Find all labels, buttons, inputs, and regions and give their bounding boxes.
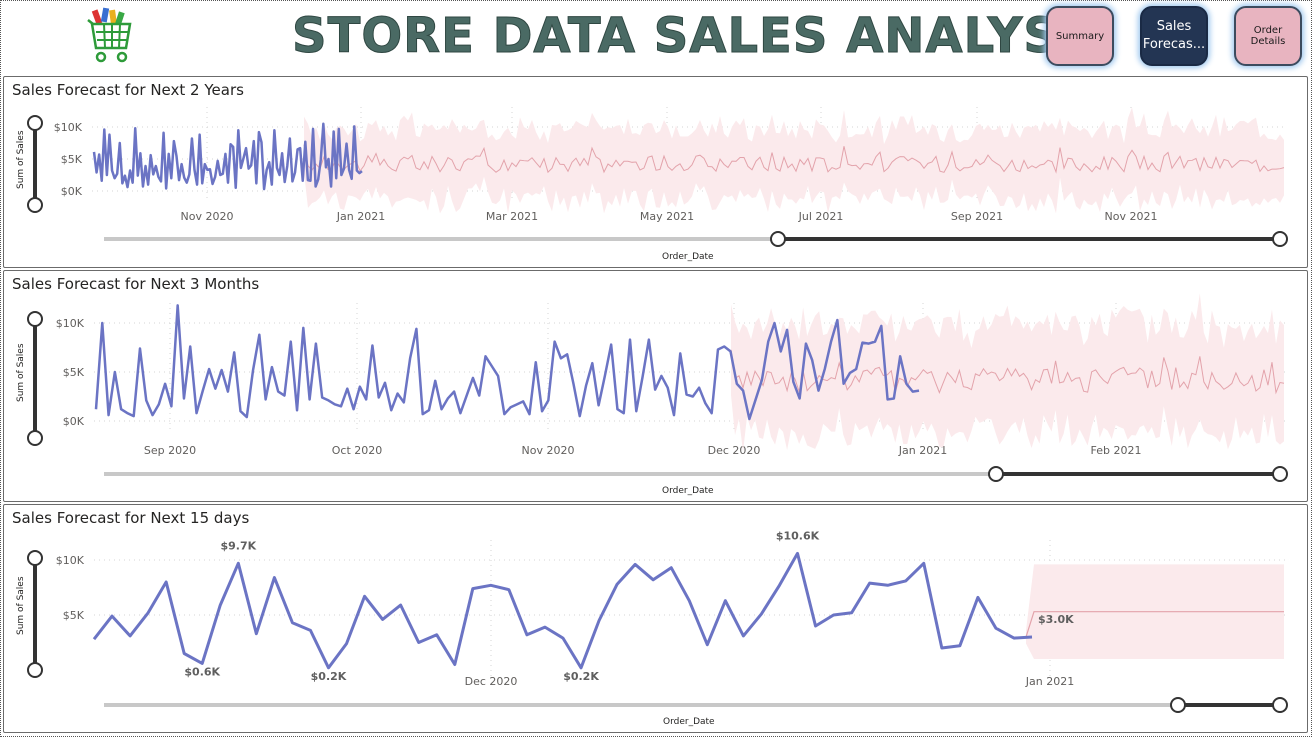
x-tick-label: May 2021	[640, 210, 694, 223]
x-tick-label: Feb 2021	[1091, 444, 1142, 457]
y-range-handle-top[interactable]	[27, 550, 43, 566]
x-range-handle-right[interactable]	[1272, 697, 1288, 713]
summary-button[interactable]: Summary	[1046, 6, 1114, 66]
summary-button-label: Summary	[1055, 30, 1105, 42]
sales-forecast-button-label: Sales Forecas...	[1142, 19, 1206, 52]
x-tick-label: Nov 2021	[1105, 210, 1158, 223]
x-axis-title: Order_Date	[662, 252, 714, 262]
x-tick-label: Nov 2020	[181, 210, 234, 223]
x-axis-title: Order_Date	[662, 486, 714, 496]
y-range-handle-bottom[interactable]	[27, 197, 43, 213]
forecast-line	[1025, 611, 1284, 638]
x-tick-label: Mar 2021	[486, 210, 538, 223]
actual-sales-line	[92, 551, 1033, 670]
x-tick-label: Jan 2021	[898, 444, 947, 457]
x-range-handle-left[interactable]	[770, 231, 786, 247]
data-label: $0.2K	[563, 670, 599, 683]
x-range-handle-right[interactable]	[1272, 231, 1288, 247]
x-tick-label: Jan 2021	[336, 210, 385, 223]
x-tick-label: Sep 2020	[144, 444, 196, 457]
data-label: $0.2K	[311, 670, 347, 683]
order-details-button-label: Order Details	[1250, 25, 1286, 47]
actual-sales-line	[92, 122, 363, 191]
data-label: $9.7K	[220, 539, 256, 552]
forecast-confidence-band	[304, 107, 1284, 214]
actual-sales-line	[94, 304, 920, 421]
data-label: $10.6K	[776, 529, 820, 542]
line-chart-2-years: $10K $5K $0K Nov 2020 Jan 2021 Mar 2021 May 20…	[27, 107, 1288, 247]
x-tick-label: Nov 2020	[522, 444, 575, 457]
y-tick-label: $10K	[56, 554, 85, 567]
forecast-line	[303, 144, 1285, 174]
chart-panel-3-months: Sales Forecast for Next 3 Months Sum of …	[3, 270, 1308, 502]
forecast-line	[730, 349, 1285, 395]
line-chart-3-months: $10K $5K $0K Sep 2020 Oct 2020 Nov 2020 Dec 20…	[27, 293, 1288, 482]
y-range-handle-top[interactable]	[27, 311, 43, 327]
x-range-handle-right[interactable]	[1272, 466, 1288, 482]
x-tick-label: Dec 2020	[708, 444, 761, 457]
y-tick-label: $5K	[63, 366, 85, 379]
y-range-handle-top[interactable]	[27, 115, 43, 131]
x-axis-title: Order_Date	[663, 717, 715, 727]
y-tick-label: $10K	[54, 121, 83, 134]
x-tick-label: Sep 2021	[951, 210, 1003, 223]
y-range-handle-bottom[interactable]	[27, 430, 43, 446]
order-details-button[interactable]: Order Details	[1234, 6, 1302, 66]
forecast-confidence-band	[731, 293, 1284, 452]
x-tick-label: Oct 2020	[332, 444, 383, 457]
sales-forecast-button[interactable]: Sales Forecas...	[1140, 6, 1208, 66]
x-tick-label: Dec 2020	[465, 675, 518, 688]
y-tick-label: $5K	[61, 153, 83, 166]
chart-panel-15-days: Sales Forecast for Next 15 days Sum of S…	[3, 504, 1308, 733]
x-range-handle-left[interactable]	[988, 466, 1004, 482]
y-tick-label: $0K	[61, 185, 83, 198]
shopping-cart-icon	[86, 6, 136, 66]
y-tick-label: $5K	[63, 609, 85, 622]
data-label: $3.0K	[1038, 613, 1074, 626]
data-label: $0.6K	[184, 665, 220, 678]
y-range-handle-bottom[interactable]	[27, 662, 43, 678]
chart-title: Sales Forecast for Next 3 Months	[12, 275, 260, 293]
chart-title: Sales Forecast for Next 2 Years	[12, 81, 244, 99]
chart-panel-2-years: Sales Forecast for Next 2 Years Sum of S…	[3, 76, 1308, 268]
x-range-handle-left[interactable]	[1170, 697, 1186, 713]
y-tick-label: $10K	[56, 317, 85, 330]
page-title: STORE DATA SALES ANALYSIS	[292, 8, 1114, 65]
y-tick-label: $0K	[63, 415, 85, 428]
line-chart-15-days: $10K $5K Dec 2020 Jan 2021 $9.7K $0.6K $0.2K $0…	[27, 529, 1288, 713]
x-tick-label: Jan 2021	[1025, 675, 1074, 688]
chart-title: Sales Forecast for Next 15 days	[12, 509, 250, 527]
x-tick-label: Jul 2021	[798, 210, 844, 223]
